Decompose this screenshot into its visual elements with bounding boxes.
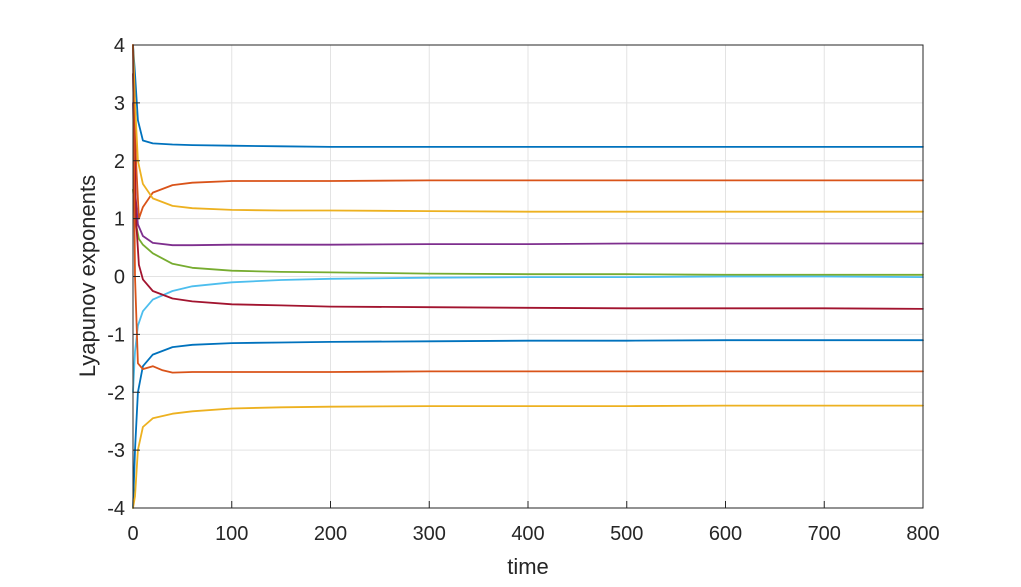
x-tick-label: 700	[808, 523, 841, 545]
y-tick-label: -2	[107, 382, 125, 404]
exponent-line-3	[132, 44, 924, 213]
x-tick-label: 200	[314, 523, 347, 545]
x-axis-label: time	[507, 554, 549, 579]
exponent-line-7	[132, 73, 924, 310]
exponent-line-6	[132, 275, 924, 394]
exponent-line-10	[132, 404, 924, 509]
exponent-line-9	[132, 44, 924, 374]
x-tick-label: 800	[906, 523, 939, 545]
y-tick-label: 4	[114, 35, 125, 57]
exponent-line-2	[132, 44, 924, 220]
y-tick-label: 0	[114, 267, 125, 289]
x-tick-label: 300	[413, 523, 446, 545]
y-axis-label: Lyapunov exponents	[75, 175, 100, 377]
exponent-line-1	[132, 44, 924, 148]
y-tick-label: 2	[114, 151, 125, 173]
exponent-line-5	[132, 188, 924, 276]
y-tick-label: -1	[107, 324, 125, 346]
exponent-line-4	[132, 102, 924, 247]
x-tick-label: 0	[127, 523, 138, 545]
y-tick-label: -3	[107, 440, 125, 462]
x-tick-label: 400	[511, 523, 544, 545]
y-tick-label: 3	[114, 93, 125, 115]
y-tick-label: 1	[114, 209, 125, 231]
exponent-line-8	[132, 339, 924, 509]
ticks: 0 100 200 300 400 500 600 700 800 -4 -3 -2 -1 0 1 2 3 4	[107, 35, 939, 545]
x-tick-label: 500	[610, 523, 643, 545]
series-layer	[132, 44, 924, 509]
x-tick-label: 100	[215, 523, 248, 545]
x-tick-label: 600	[709, 523, 742, 545]
y-tick-label: -4	[107, 498, 125, 520]
